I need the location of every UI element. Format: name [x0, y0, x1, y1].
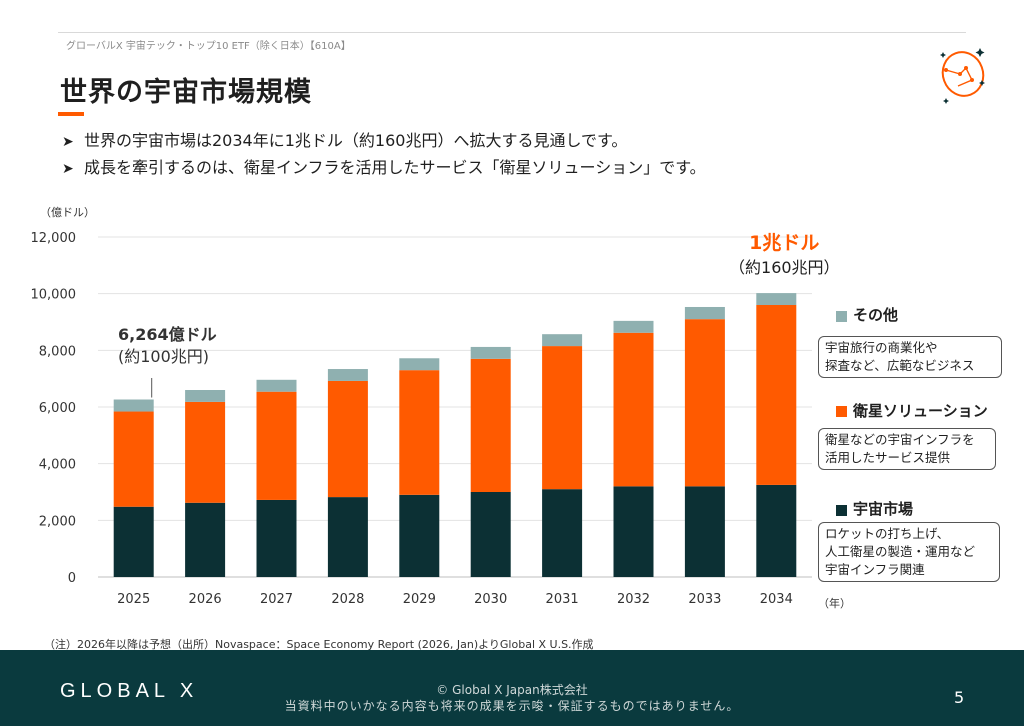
bar-segment [399, 494, 440, 577]
bar-segment [684, 306, 725, 320]
y-tick-label: 6,000 [39, 401, 76, 416]
x-tick-label: 2030 [474, 592, 507, 607]
bar-segment [256, 499, 297, 577]
bar-segment [542, 346, 583, 490]
disclaimer-text: 当資料中のいかなる内容も将来の成果を示唆・保証するものではありません。 [284, 699, 740, 713]
bar-segment [756, 293, 797, 305]
legend-title-space-market: 宇宙市場 [853, 500, 914, 518]
header-divider [58, 32, 966, 33]
arrow-bullet-icon: ➤ [62, 134, 74, 150]
legend-desc-line: 探査など、広範なビジネス [825, 358, 975, 373]
legend-desc-line: 活用したサービス提供 [825, 450, 951, 465]
source-footnote: （注）2026年以降は予想（出所）Novaspace：Space Economy… [44, 638, 594, 651]
bar-segment [470, 358, 511, 492]
bar-segment [613, 320, 654, 333]
start-value-annotation-sub: (約100兆円) [118, 347, 209, 366]
y-tick-label: 10,000 [31, 288, 77, 303]
bar-segment [256, 391, 297, 500]
bar-segment [327, 369, 368, 381]
x-tick-label: 2026 [189, 592, 222, 607]
x-axis-label: （年） [818, 596, 851, 610]
bullet-item: ➤ 成長を牽引するのは、衛星インフラを活用したサービス「衛星ソリューション」です。 [62, 155, 706, 182]
bullet-list: ➤ 世界の宇宙市場は2034年に1兆ドル（約160兆円）へ拡大する見通しです。 ➤… [62, 128, 706, 182]
bar-segment [113, 399, 154, 412]
x-tick-label: 2034 [760, 592, 793, 607]
y-tick-label: 2,000 [39, 514, 76, 529]
legend-swatch-space-market [836, 505, 847, 516]
x-tick-label: 2025 [117, 592, 150, 607]
y-tick-label: 8,000 [39, 344, 76, 359]
market-size-chart: 0 2,000 4,000 6,000 8,000 10,000 12,000 （億ドル） 20… [31, 206, 852, 610]
bar-segment [613, 332, 654, 487]
x-tick-label: 2031 [546, 592, 579, 607]
bar-segment [113, 411, 154, 507]
bar-segment [470, 346, 511, 359]
y-axis-label: （億ドル） [40, 206, 95, 219]
bar-segment [613, 486, 654, 577]
page-number: 5 [954, 688, 965, 707]
legend-swatch-satellite-solutions [836, 406, 847, 417]
bullet-text: 成長を牽引するのは、衛星インフラを活用したサービス「衛星ソリューション」です。 [84, 158, 706, 177]
bar-segment [185, 390, 226, 402]
bar-segment [185, 401, 226, 503]
legend-desc-line: 宇宙インフラ関連 [825, 562, 925, 577]
x-tick-label: 2028 [331, 592, 364, 607]
bar-segment [684, 319, 725, 487]
y-tick-label: 12,000 [31, 231, 77, 246]
y-tick-label: 4,000 [39, 458, 76, 473]
legend-desc-line: 宇宙旅行の商業化や [825, 340, 938, 355]
x-tick-label: 2029 [403, 592, 436, 607]
bar-segment [684, 486, 725, 577]
breadcrumb: グローバルX 宇宙テック・トップ10 ETF（除く日本）【610A】 [66, 41, 351, 52]
x-tick-label: 2033 [688, 592, 721, 607]
title-accent-bar [58, 112, 84, 116]
y-tick-label: 0 [68, 571, 76, 586]
legend-title-satellite-solutions: 衛星ソリューション [853, 402, 988, 420]
bar-segment [399, 358, 440, 371]
bar-segment [756, 305, 797, 485]
legend-desc-other: 宇宙旅行の商業化や 探査など、広範なビジネス [818, 336, 1002, 378]
bar-segment [256, 379, 297, 392]
legend-desc-line: 人工衛星の製造・運用など [825, 544, 976, 559]
constellation-logo-icon [940, 48, 985, 104]
footer-bar [0, 650, 1024, 726]
bar-segment [542, 489, 583, 577]
legend-desc-satellite-solutions: 衛星などの宇宙インフラを 活用したサービス提供 [818, 428, 996, 470]
legend-desc-line: 衛星などの宇宙インフラを [825, 432, 975, 447]
bar-segment [327, 380, 368, 498]
legend-desc-space-market: ロケットの打ち上げ、 人工衛星の製造・運用など 宇宙インフラ関連 [818, 522, 1000, 582]
legend-title-other: その他 [853, 306, 899, 324]
legend-desc-line: ロケットの打ち上げ、 [825, 526, 950, 541]
bullet-text: 世界の宇宙市場は2034年に1兆ドル（約160兆円）へ拡大する見通しです。 [84, 131, 628, 150]
arrow-bullet-icon: ➤ [62, 161, 74, 177]
page-title: 世界の宇宙市場規模 [60, 77, 312, 108]
bar-segment [327, 497, 368, 577]
bar-segment [756, 484, 797, 577]
x-tick-label: 2027 [260, 592, 293, 607]
bar-segment [185, 502, 226, 577]
end-value-annotation-sub: （約160兆円） [729, 258, 840, 277]
x-tick-label: 2032 [617, 592, 650, 607]
bullet-item: ➤ 世界の宇宙市場は2034年に1兆ドル（約160兆円）へ拡大する見通しです。 [62, 128, 706, 155]
bar-segment [542, 334, 583, 347]
start-value-annotation: 6,264億ドル [118, 325, 217, 344]
copyright-text: © Global X Japan株式会社 [436, 683, 588, 697]
bar-segment [470, 492, 511, 577]
brand-logo: GLOBAL X [60, 680, 199, 702]
legend-swatch-other [836, 311, 847, 322]
end-value-annotation: 1兆ドル [749, 232, 819, 254]
bar-segment [399, 370, 440, 495]
bar-segment [113, 506, 154, 577]
